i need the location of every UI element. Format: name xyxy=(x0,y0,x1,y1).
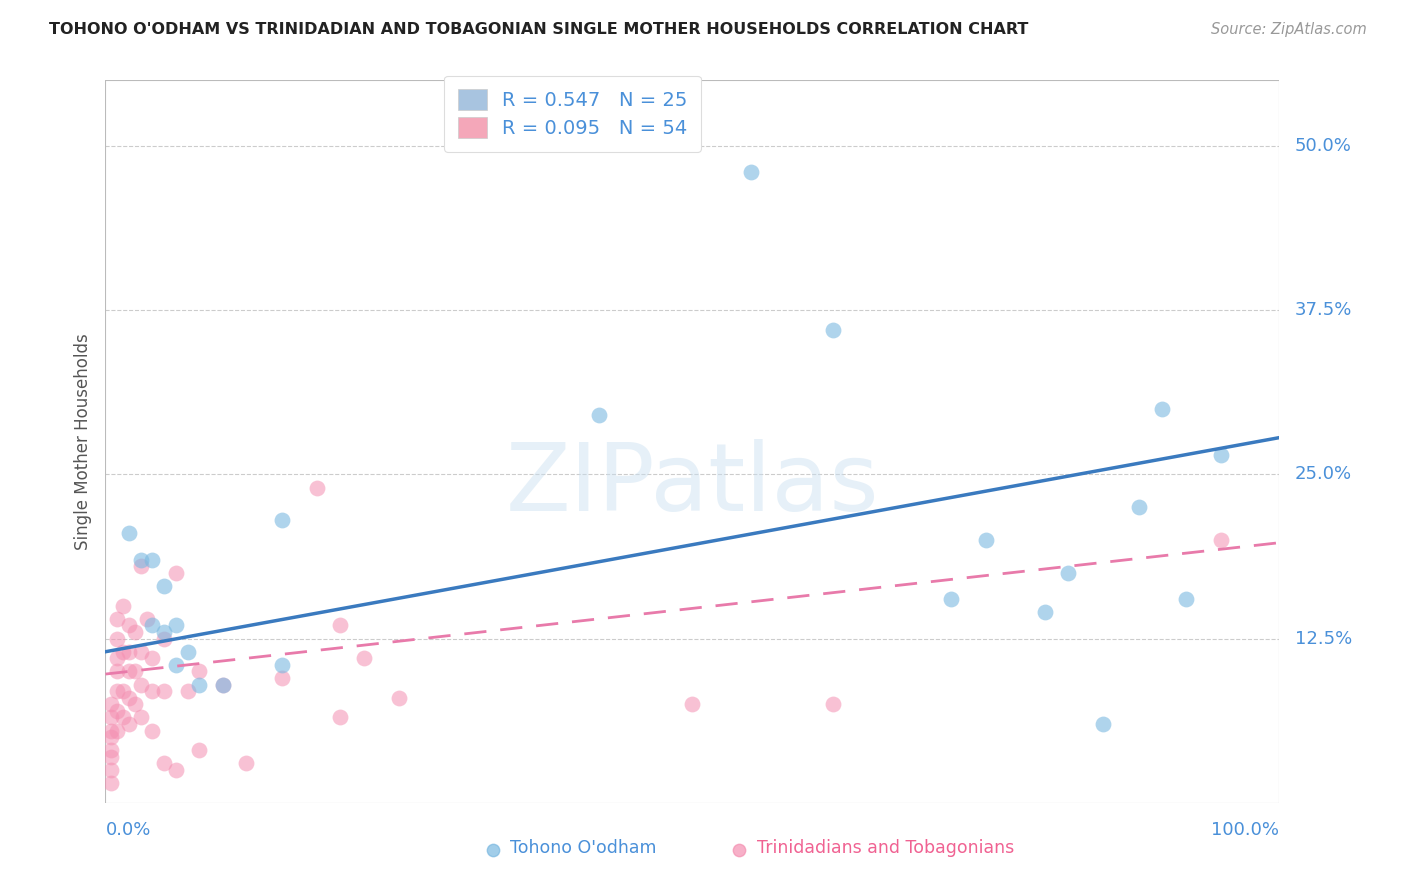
Point xyxy=(100,723,122,738)
Text: 25.0%: 25.0% xyxy=(1295,466,1351,483)
Point xyxy=(118,526,141,541)
Point xyxy=(1209,533,1232,547)
Text: TOHONO O'ODHAM VS TRINIDADIAN AND TOBAGONIAN SINGLE MOTHER HOUSEHOLDS CORRELATIO: TOHONO O'ODHAM VS TRINIDADIAN AND TOBAGO… xyxy=(49,22,1029,37)
Point xyxy=(141,723,163,738)
Point xyxy=(105,632,128,646)
Point xyxy=(100,776,122,790)
Point xyxy=(740,165,762,179)
Point xyxy=(153,632,176,646)
Point xyxy=(1128,500,1150,515)
Point xyxy=(100,710,122,724)
Point xyxy=(1033,605,1056,619)
Point xyxy=(329,710,352,724)
Point xyxy=(270,671,292,685)
Point xyxy=(112,645,135,659)
Point xyxy=(728,881,751,892)
Point xyxy=(682,698,704,712)
Point xyxy=(105,612,128,626)
Point xyxy=(588,409,610,423)
Point xyxy=(176,645,198,659)
Point xyxy=(129,553,152,567)
Point xyxy=(105,723,128,738)
Point xyxy=(1057,566,1080,580)
Point xyxy=(100,763,122,777)
Point xyxy=(105,684,128,698)
Point xyxy=(211,677,233,691)
Point xyxy=(153,579,176,593)
Point xyxy=(135,612,157,626)
Point xyxy=(188,743,211,757)
Point xyxy=(118,645,141,659)
Point xyxy=(939,592,962,607)
Point xyxy=(823,698,845,712)
Point xyxy=(100,743,122,757)
Point xyxy=(188,665,211,679)
Point xyxy=(105,665,128,679)
Text: 50.0%: 50.0% xyxy=(1295,137,1351,155)
Point xyxy=(1209,448,1232,462)
Point xyxy=(105,704,128,718)
Point xyxy=(188,677,211,691)
Point xyxy=(105,651,128,665)
Text: 12.5%: 12.5% xyxy=(1295,630,1353,648)
Point xyxy=(305,481,328,495)
Point xyxy=(153,625,176,640)
Legend: R = 0.547   N = 25, R = 0.095   N = 54: R = 0.547 N = 25, R = 0.095 N = 54 xyxy=(444,76,702,152)
Point xyxy=(124,665,146,679)
Point xyxy=(165,763,187,777)
Point xyxy=(1150,401,1173,416)
Point xyxy=(129,677,152,691)
Point xyxy=(270,657,292,672)
Point xyxy=(1174,592,1197,607)
Point xyxy=(141,684,163,698)
Point xyxy=(141,618,163,632)
Point xyxy=(129,710,152,724)
Point xyxy=(165,657,187,672)
Text: 37.5%: 37.5% xyxy=(1295,301,1353,319)
Point xyxy=(124,698,146,712)
Point xyxy=(112,599,135,613)
Point xyxy=(112,710,135,724)
Point xyxy=(118,717,141,731)
Point xyxy=(823,323,845,337)
Point xyxy=(1092,717,1115,731)
Point xyxy=(141,651,163,665)
Point xyxy=(118,618,141,632)
Text: Source: ZipAtlas.com: Source: ZipAtlas.com xyxy=(1211,22,1367,37)
Point xyxy=(165,566,187,580)
Point xyxy=(974,533,997,547)
Point xyxy=(100,749,122,764)
Point xyxy=(129,645,152,659)
Point xyxy=(141,553,163,567)
Text: ZIPatlas: ZIPatlas xyxy=(506,439,879,531)
Point xyxy=(482,881,505,892)
Point xyxy=(100,698,122,712)
Point xyxy=(165,618,187,632)
Point xyxy=(388,690,411,705)
Point xyxy=(124,625,146,640)
Point xyxy=(153,756,176,771)
Point xyxy=(176,684,198,698)
Point xyxy=(153,684,176,698)
Text: 0.0%: 0.0% xyxy=(105,821,150,838)
Point xyxy=(129,559,152,574)
Point xyxy=(211,677,233,691)
Point xyxy=(118,690,141,705)
Text: 100.0%: 100.0% xyxy=(1212,821,1279,838)
Text: Trinidadians and Tobagonians: Trinidadians and Tobagonians xyxy=(756,838,1014,856)
Point xyxy=(100,730,122,744)
Point xyxy=(329,618,352,632)
Point xyxy=(353,651,375,665)
Point xyxy=(112,684,135,698)
Point xyxy=(118,665,141,679)
Text: Tohono O'odham: Tohono O'odham xyxy=(510,838,657,856)
Point xyxy=(235,756,257,771)
Point xyxy=(270,513,292,527)
Y-axis label: Single Mother Households: Single Mother Households xyxy=(73,334,91,549)
